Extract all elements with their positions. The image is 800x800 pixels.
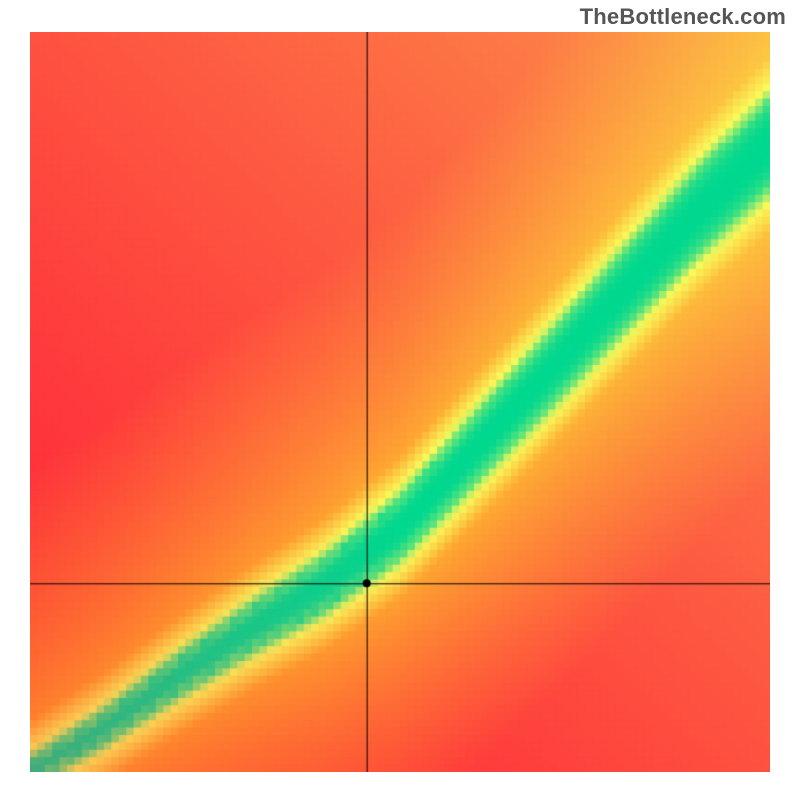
attribution-text: TheBottleneck.com — [580, 4, 786, 30]
heatmap-canvas — [30, 32, 770, 772]
heatmap-plot — [30, 32, 770, 772]
chart-container: TheBottleneck.com — [0, 0, 800, 800]
